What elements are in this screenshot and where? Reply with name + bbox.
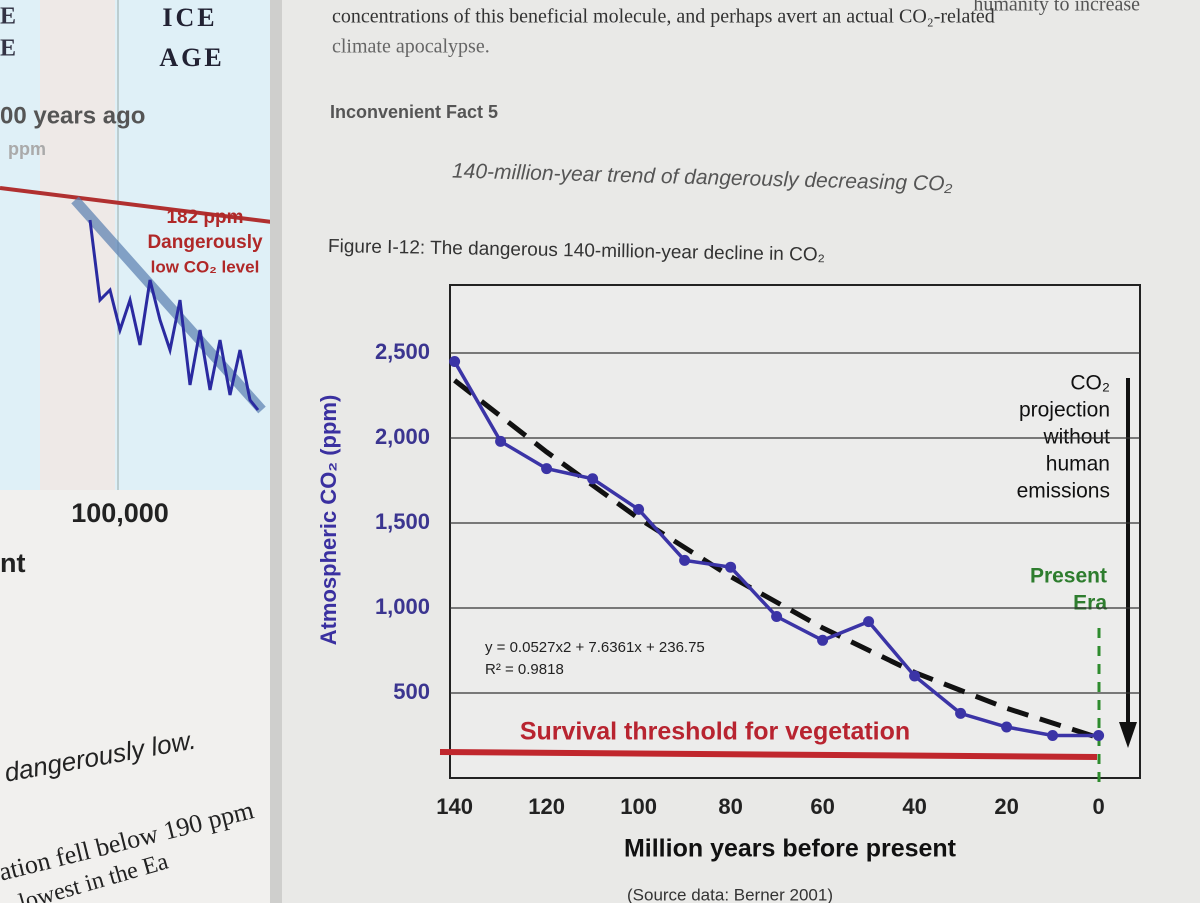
x-tick-label: 60 (810, 794, 834, 819)
left-text: ICE (162, 3, 217, 32)
present-label: Era (1073, 592, 1107, 615)
x-tick-label: 140 (436, 794, 473, 819)
data-point (955, 707, 967, 719)
data-point (1001, 721, 1013, 733)
y-tick-label: 2,000 (375, 424, 430, 449)
left-text: 100,000 (71, 498, 169, 528)
left-text: AGE (159, 43, 224, 72)
inset-series (88, 219, 260, 411)
x-tick-label: 40 (902, 794, 926, 819)
left-text: 00 years ago (0, 102, 145, 129)
x-tick-label: 20 (994, 794, 1018, 819)
equation: y = 0.0527x2 + 7.6361x + 236.75 (485, 639, 705, 656)
projection-label: without (1042, 426, 1110, 449)
left-text: E (0, 4, 16, 30)
y-tick-label: 1,000 (375, 594, 430, 619)
projection-label: projection (1019, 399, 1110, 422)
trend-line (453, 378, 1100, 741)
y-tick-label: 500 (393, 679, 430, 704)
r-squared: R² = 0.9818 (485, 661, 564, 678)
left-text: ppm (8, 139, 46, 159)
threshold-line (439, 749, 1098, 760)
body-text: humanity to increase (973, 0, 1140, 16)
data-point (679, 554, 691, 566)
projection-label: human (1046, 453, 1110, 476)
source: (Source data: Berner 2001) (627, 885, 833, 903)
projection-label: emissions (1017, 480, 1110, 503)
heading: Inconvenient Fact 5 (330, 102, 498, 122)
plot-area (449, 284, 1141, 779)
body-text: concentrations of this beneficial molecu… (332, 6, 995, 28)
threshold-label: Survival threshold for vegetation (520, 718, 910, 746)
y-tick-label: 2,500 (375, 339, 430, 364)
data-point (495, 435, 507, 447)
y-tick-label: 1,500 (375, 509, 430, 534)
body-text: climate apocalypse. (332, 36, 490, 58)
present-label: Present (1030, 565, 1107, 588)
data-point (587, 473, 599, 485)
data-point (909, 670, 921, 682)
x-tick-label: 0 (1092, 794, 1104, 819)
data-point (449, 356, 461, 367)
data-point (1047, 730, 1059, 741)
data-point (771, 611, 783, 622)
left-text: 182 ppm (166, 207, 243, 228)
x-axis-label: Million years before present (624, 835, 957, 863)
data-point (817, 634, 829, 646)
x-tick-label: 100 (620, 794, 657, 819)
y-axis-label: Atmospheric CO₂ (ppm) (316, 395, 341, 646)
left-text: Dangerously (147, 232, 263, 253)
left-text: low CO₂ level (151, 257, 260, 276)
data-point (541, 463, 553, 475)
left-text: nt (0, 548, 25, 578)
data-point (863, 616, 875, 628)
x-tick-label: 80 (718, 794, 742, 819)
data-point (725, 561, 737, 573)
inset-band (40, 0, 115, 490)
inset-trend (71, 196, 266, 414)
left-text: E (0, 36, 16, 62)
arrowhead (1119, 722, 1137, 748)
x-tick-label: 120 (528, 794, 565, 819)
projection-label: CO₂ (1070, 372, 1110, 395)
data-point (633, 503, 645, 515)
data-point (1093, 730, 1105, 741)
inset-red-line (0, 186, 273, 224)
spine (270, 0, 282, 903)
